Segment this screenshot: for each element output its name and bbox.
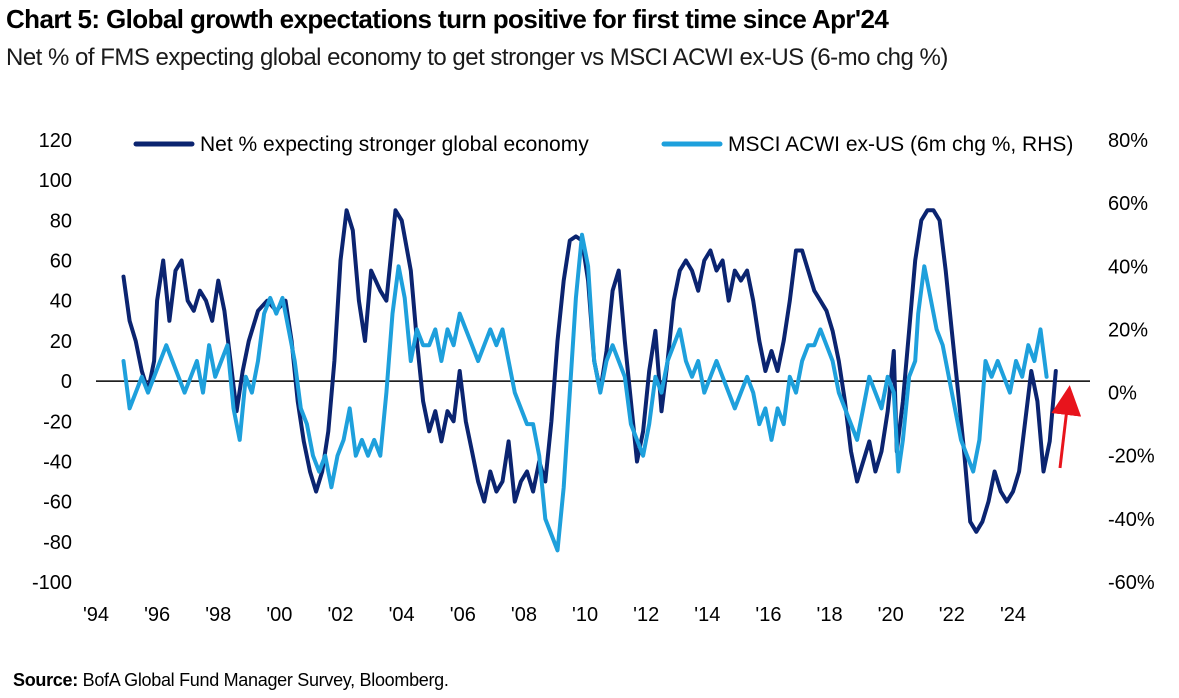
x-tick-label: '12 xyxy=(633,604,659,626)
left-tick-label: 100 xyxy=(39,170,72,192)
x-tick-label: '96 xyxy=(144,604,170,626)
series-line-net-pct xyxy=(121,208,1058,534)
left-tick-label: -80 xyxy=(43,532,72,554)
left-tick-label: 80 xyxy=(50,210,72,232)
chart-title: Chart 5: Global growth expectations turn… xyxy=(6,4,889,34)
right-tick-label: 60% xyxy=(1108,193,1148,215)
right-tick-label: 40% xyxy=(1108,256,1148,278)
legend-label-msci: MSCI ACWI ex-US (6m chg %, RHS) xyxy=(728,133,1073,156)
x-tick-label: '24 xyxy=(1000,604,1026,626)
source-note: Source: BofA Global Fund Manager Survey,… xyxy=(13,670,449,691)
right-tick-label: 80% xyxy=(1108,130,1148,152)
right-axis: 80% 60% 40% 20% 0% -20% -40% -60% xyxy=(1108,130,1155,594)
legend-label-net-pct: Net % expecting stronger global economy xyxy=(200,133,589,156)
right-tick-label: 0% xyxy=(1108,383,1137,405)
source-label: Source: xyxy=(13,670,78,690)
right-tick-label: -20% xyxy=(1108,446,1155,468)
x-tick-label: '20 xyxy=(878,604,904,626)
series-line-msci xyxy=(121,232,1049,553)
x-tick-label: '22 xyxy=(939,604,965,626)
right-tick-label: -40% xyxy=(1108,509,1155,531)
x-tick-label: '08 xyxy=(511,604,537,626)
right-tick-label: 20% xyxy=(1108,319,1148,341)
left-tick-label: 0 xyxy=(61,371,72,393)
left-tick-label: -20 xyxy=(43,411,72,433)
left-tick-label: 40 xyxy=(50,291,72,313)
left-tick-label: -60 xyxy=(43,492,72,514)
left-tick-label: -40 xyxy=(43,451,72,473)
legend: Net % expecting stronger global economy M… xyxy=(133,133,1073,156)
x-tick-label: '98 xyxy=(205,604,231,626)
source-text: BofA Global Fund Manager Survey, Bloombe… xyxy=(77,670,449,690)
x-tick-label: '10 xyxy=(572,604,598,626)
left-tick-label: 60 xyxy=(50,251,72,273)
left-tick-label: 20 xyxy=(50,331,72,353)
left-tick-label: 120 xyxy=(39,130,72,152)
x-tick-label: '00 xyxy=(266,604,292,626)
x-tick-label: '02 xyxy=(327,604,353,626)
x-tick-label: '06 xyxy=(450,604,476,626)
x-axis: '94 '96 '98 '00 '02 '04 '06 '08 '10 '12 '14 '16 '18 '… xyxy=(83,604,1026,626)
left-tick-label: -100 xyxy=(32,572,72,594)
x-tick-label: '16 xyxy=(755,604,781,626)
series-layer xyxy=(121,208,1058,553)
left-axis: 120 100 80 60 40 20 0 -20 -40 -60 -80 -100 xyxy=(32,130,72,594)
x-tick-label: '94 xyxy=(83,604,109,626)
red-arrow-annotation xyxy=(1051,385,1082,469)
x-tick-label: '14 xyxy=(694,604,720,626)
x-tick-label: '18 xyxy=(817,604,843,626)
x-tick-label: '04 xyxy=(389,604,415,626)
chart-subtitle: Net % of FMS expecting global economy to… xyxy=(6,44,948,71)
right-tick-label: -60% xyxy=(1108,572,1155,594)
